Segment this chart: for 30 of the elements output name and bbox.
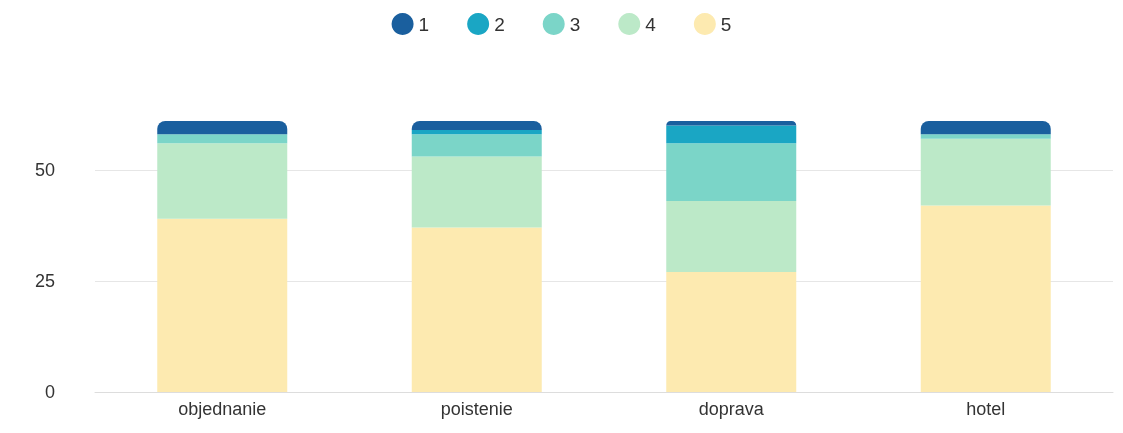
bar <box>411 121 542 130</box>
x-tick-label: doprava <box>698 399 765 419</box>
legend-label: 4 <box>645 13 657 35</box>
y-tick-label: 25 <box>34 270 55 291</box>
bar <box>411 156 542 228</box>
x-tick-label: poistenie <box>440 399 513 419</box>
bar <box>411 134 542 157</box>
bar <box>920 134 1051 139</box>
y-tick-label: 0 <box>44 382 55 402</box>
bar <box>920 138 1051 206</box>
bar <box>920 121 1051 135</box>
bar <box>666 143 797 201</box>
bar <box>411 227 542 392</box>
legend-label: 1 <box>418 13 430 35</box>
bar <box>157 143 288 219</box>
x-tick-label: hotel <box>966 399 1006 419</box>
bar <box>666 200 797 273</box>
bar <box>157 134 288 144</box>
legend-label: 5 <box>720 13 732 35</box>
bar <box>666 272 797 392</box>
bar <box>666 125 797 144</box>
bar <box>920 205 1051 392</box>
bar <box>411 129 542 135</box>
bar <box>666 121 797 126</box>
x-tick-label: objednanie <box>178 399 267 419</box>
y-tick-label: 50 <box>34 159 55 180</box>
bar <box>157 121 288 135</box>
legend-label: 3 <box>569 13 581 35</box>
legend-label: 2 <box>494 13 505 35</box>
bar <box>157 218 288 392</box>
